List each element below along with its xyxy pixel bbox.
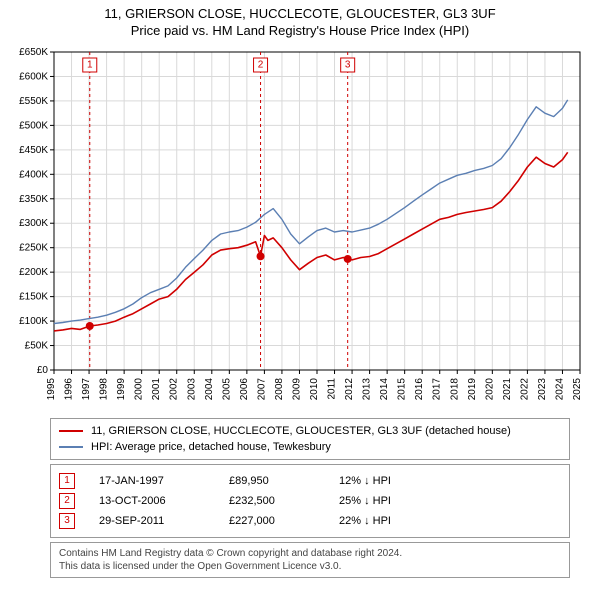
footer-line-2: This data is licensed under the Open Gov… [59,560,561,573]
svg-text:2008: 2008 [274,378,285,401]
svg-text:1: 1 [87,60,93,71]
svg-text:£550K: £550K [19,96,48,107]
chart-title-block: 11, GRIERSON CLOSE, HUCCLECOTE, GLOUCEST… [0,0,600,42]
event-date: 17-JAN-1997 [99,475,229,487]
legend-item: 11, GRIERSON CLOSE, HUCCLECOTE, GLOUCEST… [59,423,561,439]
event-delta: 25% ↓ HPI [339,495,561,507]
chart-area: £0 £50K £100K £150K £200K £250K £300K £350K £400… [0,42,600,412]
legend: 11, GRIERSON CLOSE, HUCCLECOTE, GLOUCEST… [50,418,570,460]
svg-text:£150K: £150K [19,292,48,303]
svg-text:2006: 2006 [239,378,250,401]
svg-text:2024: 2024 [554,378,565,401]
svg-text:2000: 2000 [134,378,145,401]
svg-text:£50K: £50K [25,341,49,352]
event-marker-number: 3 [59,513,75,529]
legend-swatch [59,430,83,432]
event-row: 2 13-OCT-2006£232,50025% ↓ HPI [59,491,561,511]
svg-text:£600K: £600K [19,71,48,82]
svg-text:£100K: £100K [19,316,48,327]
footer-line-1: Contains HM Land Registry data © Crown c… [59,547,561,560]
svg-text:2023: 2023 [537,378,548,401]
svg-text:2010: 2010 [309,378,320,401]
attribution-footer: Contains HM Land Registry data © Crown c… [50,542,570,578]
svg-text:2007: 2007 [256,378,267,401]
event-marker-number: 2 [59,493,75,509]
event-price: £227,000 [229,515,339,527]
svg-text:2003: 2003 [186,378,197,401]
svg-text:1998: 1998 [99,378,110,401]
title-line-1: 11, GRIERSON CLOSE, HUCCLECOTE, GLOUCEST… [0,6,600,21]
legend-swatch [59,446,83,448]
svg-text:£300K: £300K [19,218,48,229]
svg-text:1996: 1996 [64,378,75,401]
event-row: 1 17-JAN-1997£89,95012% ↓ HPI [59,471,561,491]
svg-text:2017: 2017 [432,378,443,401]
svg-text:2: 2 [258,60,264,71]
svg-text:£400K: £400K [19,169,48,180]
legend-label: HPI: Average price, detached house, Tewk… [91,441,331,453]
svg-text:1995: 1995 [46,378,57,401]
legend-label: 11, GRIERSON CLOSE, HUCCLECOTE, GLOUCEST… [91,425,511,437]
svg-text:2009: 2009 [291,378,302,401]
event-marker-number: 1 [59,473,75,489]
event-delta: 22% ↓ HPI [339,515,561,527]
svg-text:1997: 1997 [81,378,92,401]
event-delta: 12% ↓ HPI [339,475,561,487]
svg-text:£350K: £350K [19,194,48,205]
svg-text:2015: 2015 [397,378,408,401]
event-price: £89,950 [229,475,339,487]
svg-text:2025: 2025 [572,378,583,401]
legend-item: HPI: Average price, detached house, Tewk… [59,439,561,455]
svg-text:2022: 2022 [519,378,530,401]
svg-text:2019: 2019 [467,378,478,401]
svg-text:£250K: £250K [19,243,48,254]
svg-text:2013: 2013 [362,378,373,401]
svg-text:3: 3 [345,60,351,71]
svg-text:2020: 2020 [484,378,495,401]
svg-text:£450K: £450K [19,145,48,156]
svg-text:£500K: £500K [19,120,48,131]
event-row: 3 29-SEP-2011£227,00022% ↓ HPI [59,511,561,531]
event-date: 29-SEP-2011 [99,515,229,527]
svg-text:2016: 2016 [414,378,425,401]
svg-text:£200K: £200K [19,267,48,278]
svg-text:2018: 2018 [449,378,460,401]
svg-text:£650K: £650K [19,47,48,58]
events-table: 1 17-JAN-1997£89,95012% ↓ HPI 2 13-OCT-2006… [50,464,570,538]
svg-text:2014: 2014 [379,378,390,401]
svg-text:2011: 2011 [327,378,338,400]
svg-text:2004: 2004 [204,378,215,401]
svg-text:2012: 2012 [344,378,355,401]
event-date: 13-OCT-2006 [99,495,229,507]
line-chart: £0 £50K £100K £150K £200K £250K £300K £350K £400… [0,42,600,412]
event-price: £232,500 [229,495,339,507]
svg-text:2021: 2021 [502,378,513,401]
svg-text:2001: 2001 [151,378,162,401]
svg-text:2005: 2005 [221,378,232,401]
svg-text:£0: £0 [37,365,49,376]
svg-text:2002: 2002 [169,378,180,401]
svg-text:1999: 1999 [116,378,127,401]
title-line-2: Price paid vs. HM Land Registry's House … [0,23,600,38]
